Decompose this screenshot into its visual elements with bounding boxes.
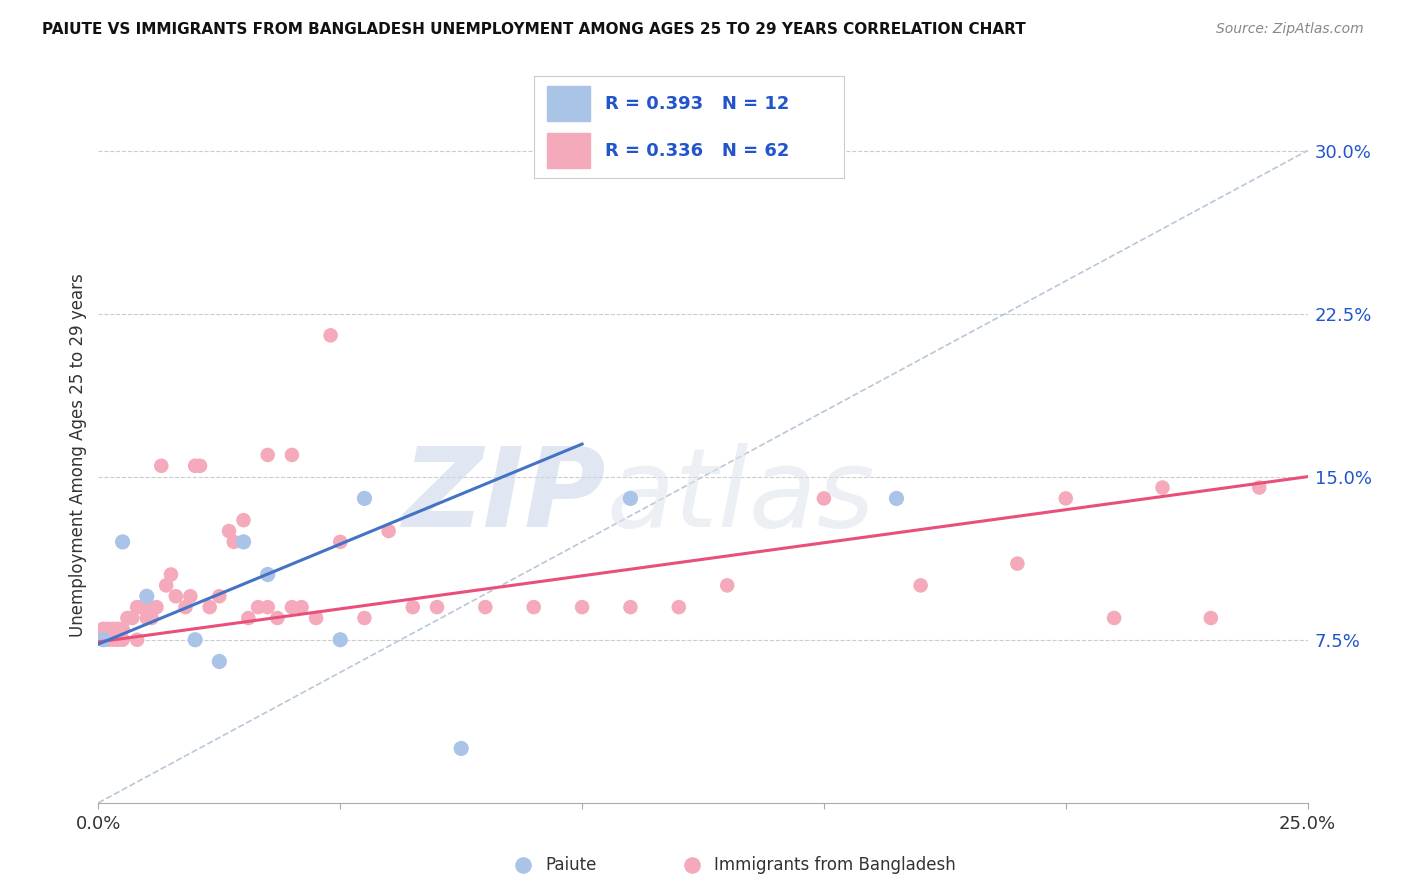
Point: [1249, 481, 1271, 495]
Point: [91, 632, 114, 647]
Point: [232, 513, 254, 527]
Point: [402, 600, 425, 615]
Point: [150, 458, 173, 473]
Y-axis label: Unemployment Among Ages 25 to 29 years: Unemployment Among Ages 25 to 29 years: [69, 273, 87, 637]
Point: [329, 535, 352, 549]
Point: [450, 741, 472, 756]
Point: [107, 632, 129, 647]
Point: [353, 491, 375, 506]
Point: [353, 611, 375, 625]
Point: [281, 600, 304, 615]
Point: [127, 632, 149, 647]
Point: [101, 632, 124, 647]
Point: [165, 589, 187, 603]
Point: [91, 622, 114, 636]
Point: [1152, 481, 1174, 495]
Point: [238, 611, 260, 625]
Point: [474, 600, 496, 615]
Text: PAIUTE VS IMMIGRANTS FROM BANGLADESH UNEMPLOYMENT AMONG AGES 25 TO 29 YEARS CORR: PAIUTE VS IMMIGRANTS FROM BANGLADESH UNE…: [42, 22, 1026, 37]
Point: [91, 632, 114, 647]
Point: [426, 600, 449, 615]
Point: [117, 611, 139, 625]
Point: [681, 858, 703, 872]
Text: Source: ZipAtlas.com: Source: ZipAtlas.com: [1216, 22, 1364, 37]
Point: [107, 622, 129, 636]
Point: [290, 600, 312, 615]
Point: [512, 858, 534, 872]
Point: [135, 611, 157, 625]
Point: [256, 600, 278, 615]
Point: [619, 600, 641, 615]
Point: [208, 655, 231, 669]
Point: [111, 632, 134, 647]
Point: [619, 491, 641, 506]
Point: [886, 491, 908, 506]
Point: [174, 600, 197, 615]
Point: [135, 600, 157, 615]
Point: [1007, 557, 1029, 571]
Point: [179, 589, 201, 603]
Point: [111, 535, 134, 549]
Point: [160, 567, 183, 582]
Text: Immigrants from Bangladesh: Immigrants from Bangladesh: [714, 856, 956, 874]
Point: [281, 448, 304, 462]
Text: R = 0.336   N = 62: R = 0.336 N = 62: [606, 142, 790, 160]
Text: ZIP: ZIP: [402, 443, 606, 550]
Point: [571, 600, 593, 615]
Point: [91, 632, 114, 647]
Point: [97, 622, 120, 636]
Point: [198, 600, 221, 615]
Text: R = 0.393   N = 12: R = 0.393 N = 12: [606, 95, 790, 112]
Point: [208, 589, 231, 603]
Point: [668, 600, 690, 615]
Point: [256, 567, 278, 582]
Point: [1054, 491, 1077, 506]
Point: [127, 600, 149, 615]
Point: [256, 448, 278, 462]
Point: [716, 578, 738, 592]
Point: [377, 524, 399, 538]
Point: [910, 578, 932, 592]
Point: [111, 622, 134, 636]
Point: [266, 611, 288, 625]
Point: [155, 578, 177, 592]
Point: [523, 600, 546, 615]
Point: [813, 491, 835, 506]
Text: atlas: atlas: [606, 443, 875, 550]
Point: [247, 600, 270, 615]
Point: [1199, 611, 1222, 625]
Text: Paiute: Paiute: [546, 856, 598, 874]
FancyBboxPatch shape: [547, 133, 591, 168]
Point: [305, 611, 328, 625]
Point: [97, 632, 120, 647]
Point: [141, 611, 163, 625]
Point: [101, 622, 124, 636]
Point: [1102, 611, 1125, 625]
Point: [188, 458, 211, 473]
FancyBboxPatch shape: [547, 87, 591, 121]
Point: [222, 535, 245, 549]
Point: [145, 600, 167, 615]
Point: [184, 458, 207, 473]
Point: [184, 632, 207, 647]
Point: [121, 611, 143, 625]
Point: [319, 328, 342, 343]
Point: [218, 524, 240, 538]
Point: [131, 600, 153, 615]
Point: [135, 589, 157, 603]
Point: [232, 535, 254, 549]
Point: [329, 632, 352, 647]
